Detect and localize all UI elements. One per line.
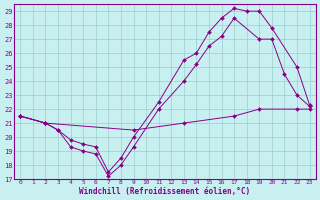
X-axis label: Windchill (Refroidissement éolien,°C): Windchill (Refroidissement éolien,°C) [79, 187, 251, 196]
